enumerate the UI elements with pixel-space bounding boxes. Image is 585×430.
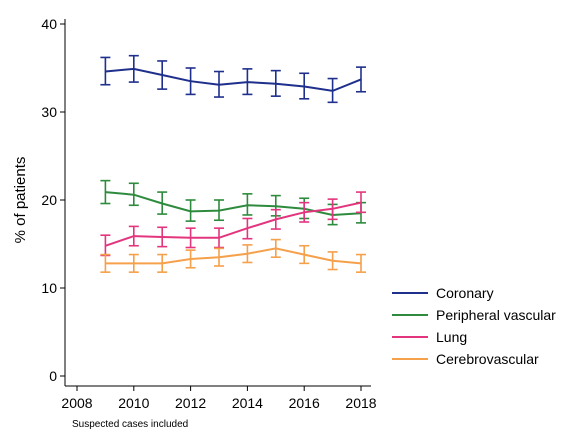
y-tick-label: 40 [41,16,57,32]
series-line [105,201,362,247]
x-tick-label: 2008 [61,395,92,411]
y-tick-label: 10 [41,280,57,296]
series-lung [100,191,366,257]
legend-item: Peripheral vascular [392,307,556,323]
series-cerebrovascular [100,238,366,273]
legend-label: Peripheral vascular [436,307,556,323]
y-tick-label: 20 [41,192,57,208]
plot-area: 0 10 20 30 40 2008 2010 2012 2014 2016 2018 Coronar… [41,16,556,411]
series-coronary [100,54,366,104]
x-tick-label: 2014 [232,395,263,411]
series-line [105,247,362,265]
x-tick-label: 2012 [175,395,206,411]
legend-label: Cerebrovascular [436,351,539,367]
series-line [105,67,362,92]
note-text: Suspected cases included [72,419,188,430]
x-tick-label: 2018 [345,395,376,411]
series-peripheral-vascular [100,179,366,226]
legend-item: Lung [392,329,467,345]
y-tick-label: 30 [41,104,57,120]
x-tick-label: 2016 [289,395,320,411]
legend-label: Coronary [436,285,494,301]
x-tick-label: 2010 [118,395,149,411]
y-tick-label: 0 [49,368,57,384]
y-axis-title: % of patients [12,157,29,244]
legend-item: Cerebrovascular [392,351,539,367]
series-line [105,191,362,217]
legend-label: Lung [436,329,467,345]
legend-item: Coronary [392,285,494,301]
